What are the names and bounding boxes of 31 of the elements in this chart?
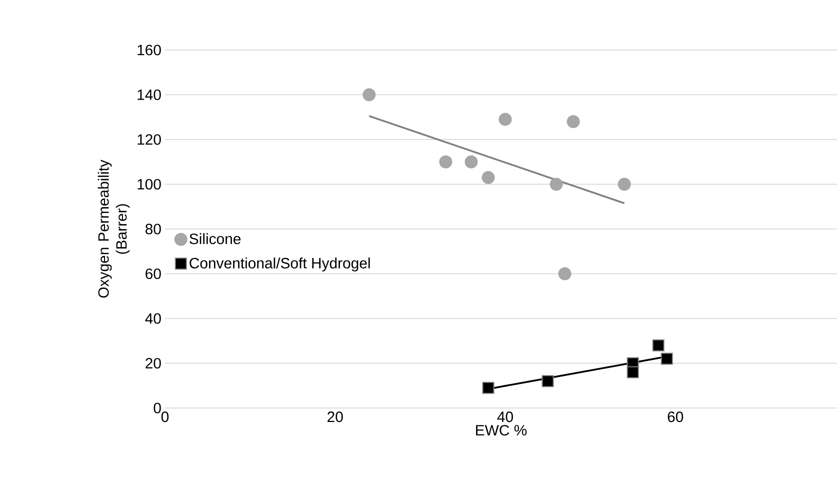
x-tick-label: 60 bbox=[668, 412, 684, 422]
point bbox=[558, 267, 572, 280]
point bbox=[566, 115, 580, 128]
y-tick-label: 0 bbox=[154, 402, 161, 414]
y-tick-label: 160 bbox=[138, 44, 161, 56]
x-axis-title: EWC % bbox=[476, 424, 527, 436]
y-tick-label: 20 bbox=[146, 358, 161, 369]
legend-label: Silicone bbox=[190, 233, 241, 244]
y-tick-label: 100 bbox=[138, 178, 161, 190]
point bbox=[439, 155, 452, 168]
point bbox=[652, 339, 664, 352]
point bbox=[482, 382, 494, 394]
legend-label: Conventional/Soft Hydrogel bbox=[190, 257, 370, 272]
point bbox=[362, 88, 376, 102]
point bbox=[550, 178, 563, 191]
point bbox=[626, 366, 639, 378]
point bbox=[498, 112, 512, 126]
x-tick-label: 20 bbox=[328, 412, 343, 422]
point bbox=[464, 155, 478, 168]
point bbox=[482, 171, 495, 184]
point bbox=[660, 352, 673, 365]
x-tick-label: 40 bbox=[497, 412, 513, 422]
y-axis-title: Oxygen Permeability (Barrer) bbox=[98, 160, 130, 298]
point bbox=[618, 178, 631, 191]
point bbox=[542, 375, 554, 388]
x-tick-label: 0 bbox=[161, 412, 169, 422]
y-tick-label: 40 bbox=[145, 313, 161, 324]
y-tick-label: 60 bbox=[146, 268, 161, 280]
y-tick-label: 140 bbox=[138, 89, 161, 100]
y-tick-label: 120 bbox=[138, 134, 161, 145]
y-tick-label: 80 bbox=[146, 224, 161, 234]
